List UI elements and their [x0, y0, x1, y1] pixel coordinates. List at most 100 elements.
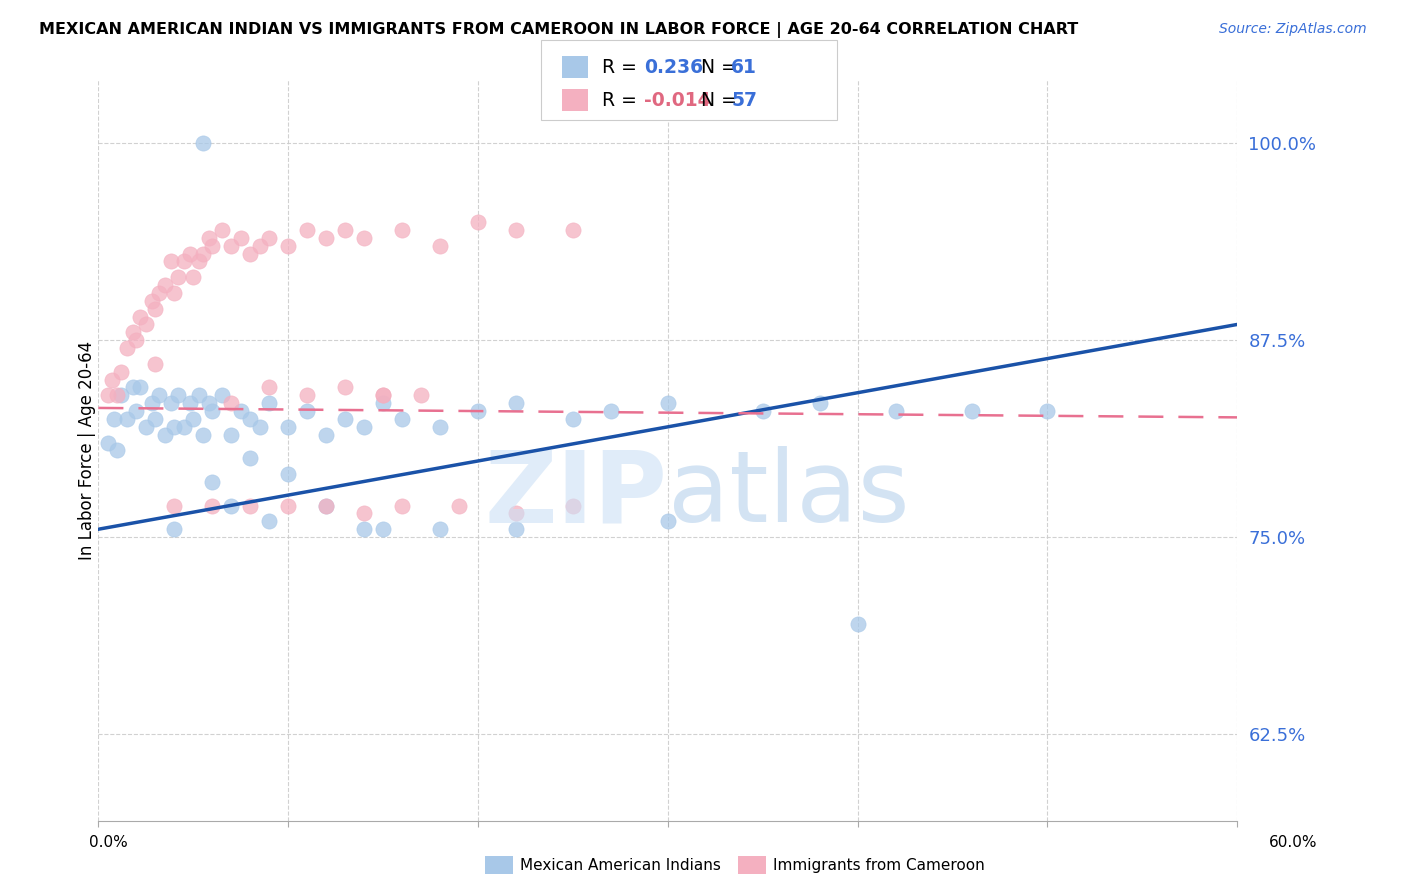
Point [201, 499, 224, 513]
Point [429, 522, 451, 536]
Point [115, 341, 138, 355]
Point [449, 499, 471, 513]
Point [229, 404, 252, 418]
Point [562, 499, 585, 513]
Text: N =: N = [689, 58, 742, 77]
Point [297, 223, 319, 237]
Text: 61: 61 [731, 58, 756, 77]
Text: 60.0%: 60.0% [1270, 836, 1317, 850]
Point [505, 507, 527, 521]
Text: R =: R = [602, 58, 643, 77]
Point [173, 254, 195, 268]
Point [600, 404, 623, 418]
Point [148, 388, 170, 402]
Point [121, 326, 143, 340]
Point [315, 499, 337, 513]
Point [163, 522, 186, 536]
Point [752, 404, 775, 418]
Point [239, 451, 262, 466]
Point [249, 420, 271, 434]
Point [179, 396, 201, 410]
Text: 0.0%: 0.0% [89, 836, 128, 850]
Point [467, 215, 489, 229]
Point [846, 616, 869, 631]
Point [183, 412, 205, 426]
Point [297, 404, 319, 418]
Point [141, 293, 163, 308]
Point [371, 396, 394, 410]
Point [163, 420, 186, 434]
Point [145, 357, 167, 371]
Point [167, 270, 190, 285]
Text: Mexican American Indians: Mexican American Indians [520, 858, 721, 872]
Point [960, 404, 983, 418]
Text: 57: 57 [731, 91, 756, 110]
Point [125, 333, 148, 347]
Point [163, 499, 186, 513]
Y-axis label: In Labor Force | Age 20-64: In Labor Force | Age 20-64 [79, 341, 96, 560]
Point [467, 404, 489, 418]
Point [201, 238, 224, 252]
Point [505, 396, 527, 410]
Point [259, 514, 281, 528]
Point [129, 310, 152, 324]
Point [201, 404, 224, 418]
Point [391, 223, 413, 237]
Point [277, 499, 299, 513]
Point [315, 231, 337, 245]
Point [167, 388, 190, 402]
Point [110, 388, 132, 402]
Point [197, 396, 219, 410]
Point [239, 246, 262, 260]
Point [211, 223, 233, 237]
Point [249, 238, 271, 252]
Point [197, 231, 219, 245]
Point [391, 412, 413, 426]
Point [335, 223, 357, 237]
Text: Source: ZipAtlas.com: Source: ZipAtlas.com [1219, 22, 1367, 37]
Point [239, 499, 262, 513]
Point [173, 420, 195, 434]
Point [505, 522, 527, 536]
Point [97, 435, 120, 450]
Point [163, 285, 186, 300]
Point [277, 420, 299, 434]
Point [391, 499, 413, 513]
Point [110, 365, 132, 379]
Point [188, 254, 211, 268]
Point [221, 238, 243, 252]
Point [221, 396, 243, 410]
Point [353, 420, 375, 434]
Point [229, 231, 252, 245]
Point [259, 380, 281, 394]
Point [657, 396, 679, 410]
Point [221, 427, 243, 442]
Point [159, 396, 181, 410]
Point [315, 499, 337, 513]
Point [259, 231, 281, 245]
Point [188, 388, 211, 402]
Point [145, 412, 167, 426]
Point [429, 238, 451, 252]
Text: R =: R = [602, 91, 643, 110]
Point [145, 301, 167, 316]
Text: atlas: atlas [668, 446, 910, 543]
Point [135, 318, 157, 332]
Text: MEXICAN AMERICAN INDIAN VS IMMIGRANTS FROM CAMEROON IN LABOR FORCE | AGE 20-64 C: MEXICAN AMERICAN INDIAN VS IMMIGRANTS FR… [39, 22, 1078, 38]
Point [297, 388, 319, 402]
Point [179, 246, 201, 260]
Point [505, 223, 527, 237]
Point [277, 238, 299, 252]
Point [201, 475, 224, 489]
Text: ZIP: ZIP [485, 446, 668, 543]
Point [884, 404, 907, 418]
Point [191, 427, 214, 442]
Point [808, 396, 831, 410]
Point [562, 412, 585, 426]
Point [153, 427, 176, 442]
Point [125, 404, 148, 418]
Point [115, 412, 138, 426]
Point [371, 388, 394, 402]
Point [221, 499, 243, 513]
Point [411, 388, 433, 402]
